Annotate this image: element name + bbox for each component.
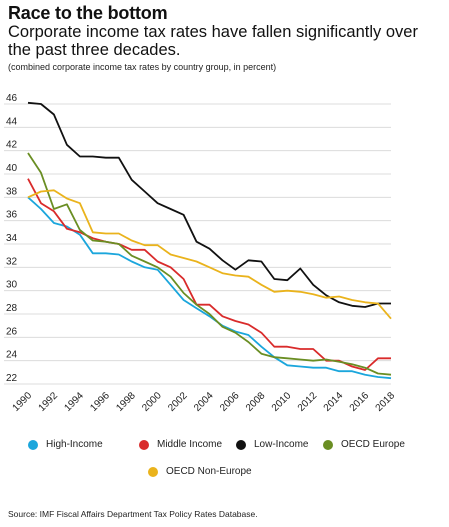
legend-item-oecd-europe: OECD Europe <box>323 439 405 450</box>
source-note: Source: IMF Fiscal Affairs Department Ta… <box>8 509 258 519</box>
legend-item-middle-income: Middle Income <box>139 439 222 450</box>
x-tick-label: 2016 <box>348 390 372 414</box>
legend-label: Low-Income <box>254 439 309 450</box>
x-tick-label: 1996 <box>88 390 112 414</box>
x-tick-label: 2004 <box>192 390 216 414</box>
legend-swatch <box>323 439 333 450</box>
y-tick-label: 38 <box>6 186 18 197</box>
series-line-oecd-europe <box>27 152 392 376</box>
series-line-oecd-non-europe <box>27 189 392 320</box>
y-tick-label: 22 <box>6 373 18 384</box>
legend-swatch <box>139 439 149 450</box>
y-tick-label: 42 <box>6 140 18 151</box>
y-tick-label: 28 <box>6 303 18 314</box>
x-tick-label: 1990 <box>11 390 35 414</box>
y-tick-label: 24 <box>6 350 18 361</box>
x-tick-label: 2000 <box>140 390 164 414</box>
y-tick-label: 32 <box>6 256 18 267</box>
x-tick-label: 2010 <box>270 390 294 414</box>
legend-label: High-Income <box>46 439 103 450</box>
x-tick-label: 2002 <box>166 390 190 414</box>
legend-item-low-income: Low-Income <box>236 439 308 450</box>
x-tick-label: 1994 <box>62 390 86 414</box>
legend-item-oecd-non-europe: OECD Non-Europe <box>148 466 252 477</box>
y-tick-label: 30 <box>6 280 18 291</box>
y-tick-label: 34 <box>6 233 18 244</box>
series-line-high-income <box>27 196 392 380</box>
x-tick-label: 2006 <box>218 390 242 414</box>
x-tick-label: 2008 <box>244 390 268 414</box>
x-tick-label: 2018 <box>374 390 398 414</box>
legend-item-high-income: High-Income <box>28 439 103 450</box>
chart-note: (combined corporate income tax rates by … <box>8 62 277 72</box>
legend-swatch <box>28 439 38 450</box>
chart-title: Race to the bottom <box>8 3 168 23</box>
x-tick-label: 2012 <box>296 390 320 414</box>
y-tick-label: 26 <box>6 326 18 337</box>
chart-subtitle: Corporate income tax rates have fallen s… <box>8 23 418 59</box>
legend-label: OECD Europe <box>341 439 405 450</box>
y-tick-label: 36 <box>6 210 18 221</box>
x-tick-label: 1992 <box>37 390 61 414</box>
legend-label: OECD Non-Europe <box>166 466 252 477</box>
legend-swatch <box>148 466 158 477</box>
legend-swatch <box>236 439 246 450</box>
series-line-low-income <box>27 101 391 308</box>
y-tick-label: 44 <box>6 116 18 127</box>
x-tick-label: 2014 <box>322 390 346 414</box>
y-tick-label: 40 <box>6 163 18 174</box>
x-tick-label: 1998 <box>114 390 138 414</box>
y-tick-label: 46 <box>6 93 18 104</box>
legend-label: Middle Income <box>157 439 223 450</box>
